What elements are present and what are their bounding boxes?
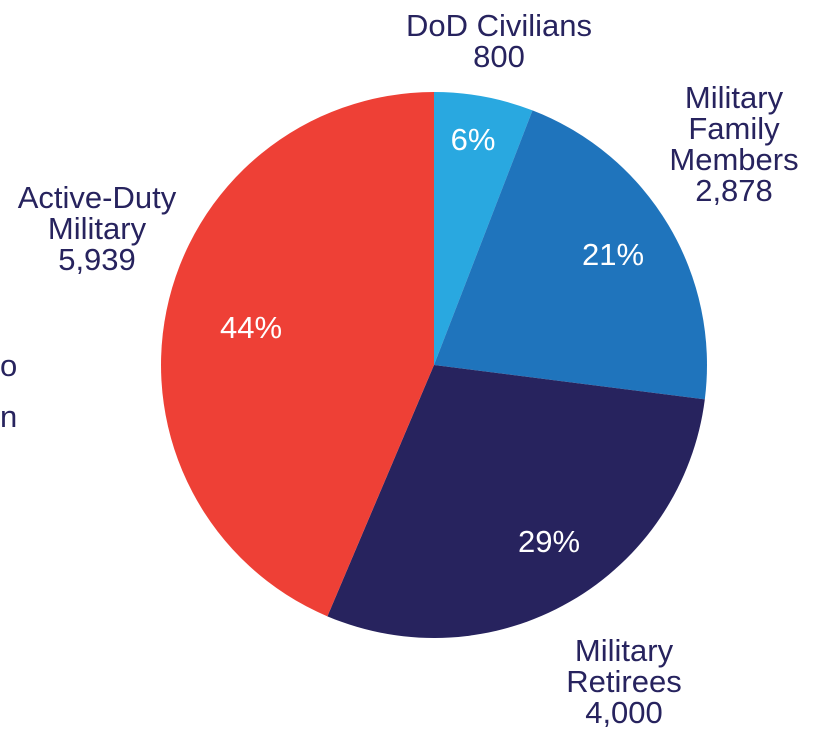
pie-slice-military-family-members xyxy=(434,110,707,400)
category-name-line: Military xyxy=(575,633,674,668)
category-name-line: Military xyxy=(48,211,147,246)
pie-slice-dod-civilians xyxy=(434,92,533,365)
pie-slice-military-retirees xyxy=(327,365,705,638)
value-label-active-duty-military: 5,939 xyxy=(58,242,136,277)
category-name-line: Members xyxy=(669,142,798,177)
value-label-military-retirees: 4,000 xyxy=(585,695,663,730)
category-name-line: DoD Civilians xyxy=(406,8,592,43)
percent-labels: 6% 21% 29% 44% xyxy=(220,122,644,559)
percent-label-military-retirees: 29% xyxy=(518,524,580,559)
value-label-dod-civilians: 800 xyxy=(473,39,525,74)
category-name-line: Retirees xyxy=(566,664,681,699)
percent-label-military-family-members: 21% xyxy=(582,237,644,272)
category-name-line: Military xyxy=(685,80,784,115)
category-name-line: Family xyxy=(688,111,780,146)
cut-off-text-line-2: n xyxy=(0,399,17,434)
category-labels: DoD Civilians800MilitaryFamilyMembers2,8… xyxy=(18,8,799,730)
category-name-line: Active-Duty xyxy=(18,180,177,215)
value-label-military-family-members: 2,878 xyxy=(695,173,773,208)
percent-label-dod-civilians: 6% xyxy=(451,122,496,157)
pie-slices xyxy=(161,92,707,638)
pie-slice-active-duty-military xyxy=(161,92,434,617)
cut-off-text-line-1: o xyxy=(0,348,17,383)
percent-label-active-duty-military: 44% xyxy=(220,310,282,345)
